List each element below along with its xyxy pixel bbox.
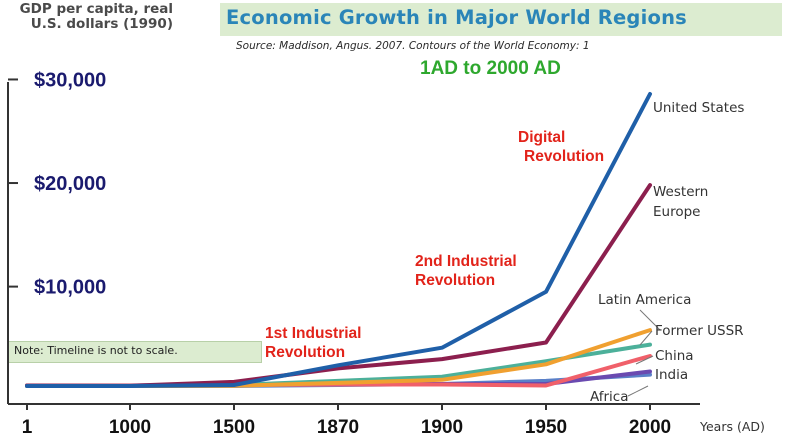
series-label: Former USSR bbox=[655, 323, 744, 339]
series-line-western-europe bbox=[25, 183, 652, 388]
series-line-united-states bbox=[25, 92, 652, 388]
series-label-leader bbox=[639, 309, 661, 331]
period-label: 1AD to 2000 AD bbox=[420, 58, 561, 79]
x-tick-label: 1 bbox=[22, 417, 33, 438]
series-label: India bbox=[655, 367, 688, 383]
annotation-digital-line2: Revolution bbox=[524, 148, 605, 165]
chart-title: Economic Growth in Major World Regions bbox=[226, 6, 687, 29]
series-label: China bbox=[655, 348, 694, 364]
x-tick-label: 1500 bbox=[213, 417, 255, 438]
annotation-second-line1: 2nd Industrial bbox=[415, 253, 517, 270]
annotation-digital: Digital Revolution bbox=[518, 128, 604, 166]
x-tick-label: 1870 bbox=[317, 417, 359, 438]
annotation-second-industrial: 2nd Industrial Revolution bbox=[415, 252, 517, 290]
series-label: Western bbox=[653, 184, 708, 200]
chart-source: Source: Maddison, Angus. 2007. Contours … bbox=[236, 40, 590, 52]
note-text: Note: Timeline is not to scale. bbox=[14, 344, 178, 357]
annotation-second-line2: Revolution bbox=[415, 272, 496, 289]
annotation-first-industrial: 1st Industrial Revolution bbox=[265, 324, 361, 362]
annotation-first-line1: 1st Industrial bbox=[265, 325, 362, 342]
series-label-leader bbox=[627, 385, 649, 397]
series-label: United States bbox=[653, 100, 744, 116]
y-tick-label: $20,000 bbox=[34, 173, 106, 195]
annotation-digital-line1: Digital bbox=[518, 129, 566, 146]
series-label: Europe bbox=[653, 204, 700, 220]
title-banner bbox=[220, 3, 782, 36]
x-tick-label: 1950 bbox=[525, 417, 567, 438]
series-label-leader bbox=[639, 330, 653, 346]
y-tick-label: $10,000 bbox=[34, 277, 106, 299]
x-tick-label: 1000 bbox=[109, 417, 151, 438]
y-axis-title: GDP per capita, real U.S. dollars (1990) bbox=[19, 1, 173, 32]
y-tick-label: $30,000 bbox=[34, 69, 106, 91]
series-label: Latin America bbox=[598, 292, 691, 308]
series-label-leader bbox=[635, 355, 654, 365]
x-axis-title: Years (AD) bbox=[699, 419, 765, 434]
x-tick-label: 2000 bbox=[629, 417, 671, 438]
annotation-first-line2: Revolution bbox=[265, 344, 346, 361]
x-tick-label: 1900 bbox=[421, 417, 463, 438]
series-label: Africa bbox=[590, 389, 629, 405]
